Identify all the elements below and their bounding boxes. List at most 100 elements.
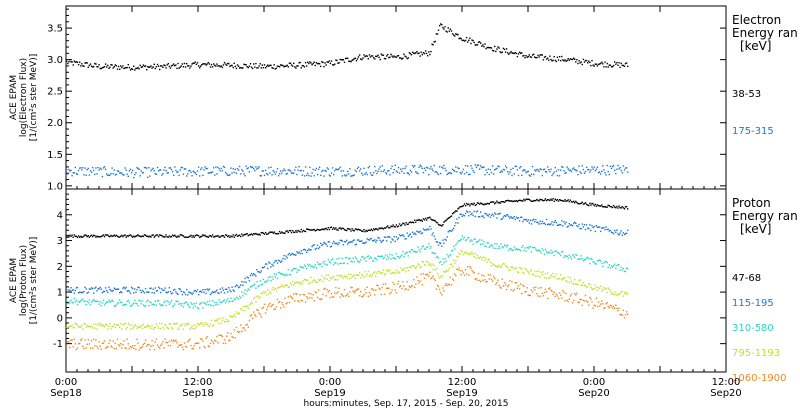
data-point [558,56,561,58]
data-point [274,260,276,262]
data-point [406,251,408,253]
data-point [255,315,257,317]
data-point [310,62,312,64]
data-point [584,202,587,204]
data-point [90,325,93,327]
data-point [79,326,81,328]
data-point [339,262,341,265]
data-point [357,228,360,230]
data-point [346,174,348,176]
data-point [124,288,126,290]
data-point [425,166,428,169]
data-point [91,235,94,238]
data-point [168,65,171,68]
data-point [410,221,413,224]
data-point [425,274,428,276]
data-point [470,239,472,241]
data-point [402,222,404,224]
data-point [624,233,627,235]
data-point [209,293,212,296]
data-point [585,300,588,302]
data-point [566,200,568,202]
data-point [160,234,162,236]
data-point [563,221,565,223]
data-point [383,227,386,229]
data-point [525,55,527,57]
data-point [83,65,85,67]
data-point [289,254,292,256]
data-point [476,279,479,282]
data-point [558,223,561,226]
data-point [478,41,481,43]
data-point [480,211,482,213]
data-point [487,242,489,244]
data-point [204,302,206,304]
data-point [325,295,327,297]
data-point [377,236,379,239]
data-point [535,275,537,277]
data-point [522,245,524,247]
data-point [560,224,562,226]
data-point [77,235,80,237]
data-point [489,168,492,171]
data-point [369,274,372,276]
data-point [470,42,472,45]
data-point [270,64,272,67]
data-point [565,255,567,257]
data-point [578,301,580,303]
data-point [562,166,564,168]
data-point [510,248,512,250]
data-point [477,256,480,259]
data-point [471,167,473,169]
data-point [469,37,471,39]
data-point [427,261,429,264]
data-point [296,231,298,233]
data-point [459,37,461,39]
data-point [289,295,292,297]
data-point [314,230,316,232]
data-point [494,45,496,48]
data-point [551,174,553,177]
data-point [306,267,308,269]
data-point [193,62,195,64]
data-point [619,166,621,169]
data-point [435,33,438,35]
data-point [287,66,289,68]
data-point [411,221,414,223]
data-point [308,265,310,267]
data-point [321,265,323,268]
data-point [155,304,158,306]
data-point [325,170,327,172]
data-point [530,200,533,202]
data-point [270,292,272,294]
data-point [273,171,275,173]
data-point [544,249,547,251]
data-point [440,292,442,294]
legend-title-line: Proton [732,196,771,210]
data-point [171,328,174,330]
data-point [573,57,575,59]
data-point [563,60,565,62]
data-point [215,320,217,322]
data-point [201,167,203,169]
data-point [513,173,515,175]
data-point [334,292,336,294]
data-point [326,264,328,266]
data-point [173,304,175,307]
data-point [392,257,394,259]
data-point [314,280,316,282]
data-point [608,264,610,266]
data-point [533,287,535,289]
data-point [428,264,430,266]
data-point [264,169,267,171]
data-point [289,282,292,284]
data-point [528,198,530,201]
data-point [179,324,181,326]
data-point [496,217,498,219]
data-point [406,281,408,283]
data-point [260,175,262,177]
data-point [95,339,97,341]
data-point [133,302,135,305]
data-point [284,65,286,67]
data-point [186,302,188,304]
